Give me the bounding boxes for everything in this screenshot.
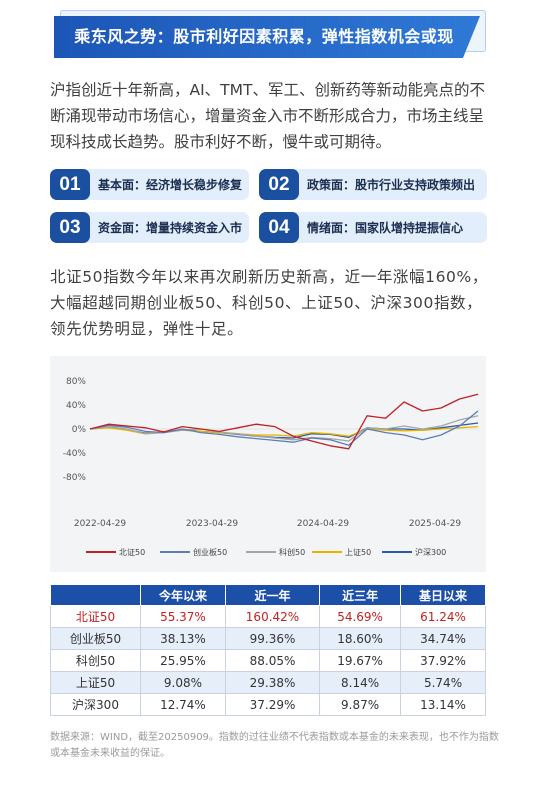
performance-table: 今年以来 近一年 近三年 基日以来 北证50 55.37% 160.42% 54… bbox=[50, 584, 486, 716]
table-header-cell bbox=[50, 584, 141, 606]
factor-card-sentiment: 04 情绪面：国家队增持提振信心 bbox=[259, 212, 487, 243]
table-cell: 88.05% bbox=[224, 649, 321, 672]
table-cell: 沪深300 bbox=[50, 693, 141, 716]
factor-label: 基本面：经济增长稳步修复 bbox=[98, 178, 243, 192]
table-cell: 55.37% bbox=[140, 605, 226, 628]
table-row: 沪深300 12.74% 37.29% 9.87% 13.14% bbox=[50, 693, 486, 716]
y-tick-label: -40% bbox=[63, 449, 87, 459]
table-cell: 北证50 bbox=[50, 605, 141, 628]
factor-card-policy: 02 政策面：股市行业支持政策频出 bbox=[259, 169, 487, 200]
source-footnote: 数据来源：WIND，截至20250909。指数的过往业绩不代表指数或本基金的未来… bbox=[50, 732, 499, 759]
header-banner: 乘东风之势：股市利好因素积累，弹性指数机会或现 bbox=[54, 10, 486, 58]
factor-label: 政策面：股市行业支持政策频出 bbox=[307, 178, 476, 192]
table-cell: 18.60% bbox=[319, 627, 402, 650]
table-cell: 9.87% bbox=[319, 693, 402, 716]
series-line bbox=[89, 415, 479, 442]
table-cell: 54.69% bbox=[319, 605, 402, 628]
series-line bbox=[89, 393, 479, 450]
x-tick-label: 2023-04-29 bbox=[186, 519, 239, 529]
table-cell: 61.24% bbox=[400, 605, 486, 628]
table-cell: 37.92% bbox=[400, 649, 486, 672]
legend-label: 沪深300 bbox=[415, 547, 446, 557]
factor-number: 03 bbox=[50, 212, 90, 243]
chart-svg: 80% 40% 0% -40% -80% 2022-04-29 2023-04-29 2024… bbox=[63, 377, 479, 557]
legend-label: 上证50 bbox=[345, 548, 371, 557]
y-tick-label: 0% bbox=[72, 425, 87, 435]
table-cell: 37.29% bbox=[224, 693, 321, 716]
table-row: 创业板50 38.13% 99.36% 18.60% 34.74% bbox=[50, 627, 486, 650]
table-cell: 99.36% bbox=[224, 627, 321, 650]
legend-label: 北证50 bbox=[119, 548, 145, 557]
factor-label: 资金面：增量持续资金入市 bbox=[98, 221, 243, 235]
table-cell: 29.38% bbox=[224, 671, 321, 694]
x-tick-label: 2024-04-29 bbox=[297, 519, 350, 529]
index-performance-chart: 80% 40% 0% -40% -80% 2022-04-29 2023-04-29 2024… bbox=[50, 356, 486, 572]
factor-card-capital: 03 资金面：增量持续资金入市 bbox=[50, 212, 249, 243]
x-tick-label: 2022-04-29 bbox=[74, 519, 127, 529]
table-cell: 上证50 bbox=[50, 671, 141, 694]
intro-paragraph: 沪指创近十年新高，AI、TMT、军工、创新药等新动能亮点的不断涌现带动市场信心，… bbox=[50, 81, 485, 151]
factor-number: 04 bbox=[259, 212, 299, 243]
table-header-row: 今年以来 近一年 近三年 基日以来 bbox=[50, 584, 486, 606]
table-cell: 38.13% bbox=[140, 627, 226, 650]
table-row: 科创50 25.95% 88.05% 19.67% 37.92% bbox=[50, 649, 486, 672]
table-cell: 9.08% bbox=[140, 671, 226, 694]
table-cell: 科创50 bbox=[50, 649, 141, 672]
table-cell: 19.67% bbox=[319, 649, 402, 672]
table-cell: 25.95% bbox=[140, 649, 226, 672]
legend-label: 创业板50 bbox=[193, 547, 227, 557]
table-header-cell: 近一年 bbox=[224, 584, 321, 606]
header-bar bbox=[54, 16, 480, 58]
table-header-cell: 今年以来 bbox=[140, 584, 226, 606]
page-title: 乘东风之势：股市利好因素积累，弹性指数机会或现 bbox=[74, 27, 454, 46]
y-tick-label: 40% bbox=[66, 401, 86, 411]
table-cell: 12.74% bbox=[140, 693, 226, 716]
legend-label: 科创50 bbox=[279, 547, 305, 557]
factor-label: 情绪面：国家队增持提振信心 bbox=[307, 221, 464, 235]
table-cell: 8.14% bbox=[319, 671, 402, 694]
factor-card-fundamentals: 01 基本面：经济增长稳步修复 bbox=[50, 169, 249, 200]
table-cell: 5.74% bbox=[400, 671, 486, 694]
table-header-cell: 基日以来 bbox=[400, 584, 486, 606]
y-tick-label: 80% bbox=[66, 377, 86, 387]
factor-number: 02 bbox=[259, 169, 299, 200]
factor-number: 01 bbox=[50, 169, 90, 200]
table-cell: 创业板50 bbox=[50, 627, 141, 650]
table-cell: 160.42% bbox=[224, 605, 321, 628]
x-tick-label: 2025-04-29 bbox=[409, 519, 462, 529]
table-cell: 34.74% bbox=[400, 627, 486, 650]
table-row: 北证50 55.37% 160.42% 54.69% 61.24% bbox=[50, 605, 486, 628]
table-row: 上证50 9.08% 29.38% 8.14% 5.74% bbox=[50, 671, 486, 694]
y-tick-label: -80% bbox=[63, 473, 87, 483]
table-cell: 13.14% bbox=[400, 693, 486, 716]
table-header-cell: 近三年 bbox=[319, 584, 402, 606]
series-line bbox=[89, 410, 479, 446]
performance-paragraph: 北证50指数今年以来再次刷新历史新高，近一年涨幅160%，大幅超越同期创业板50… bbox=[50, 268, 488, 338]
